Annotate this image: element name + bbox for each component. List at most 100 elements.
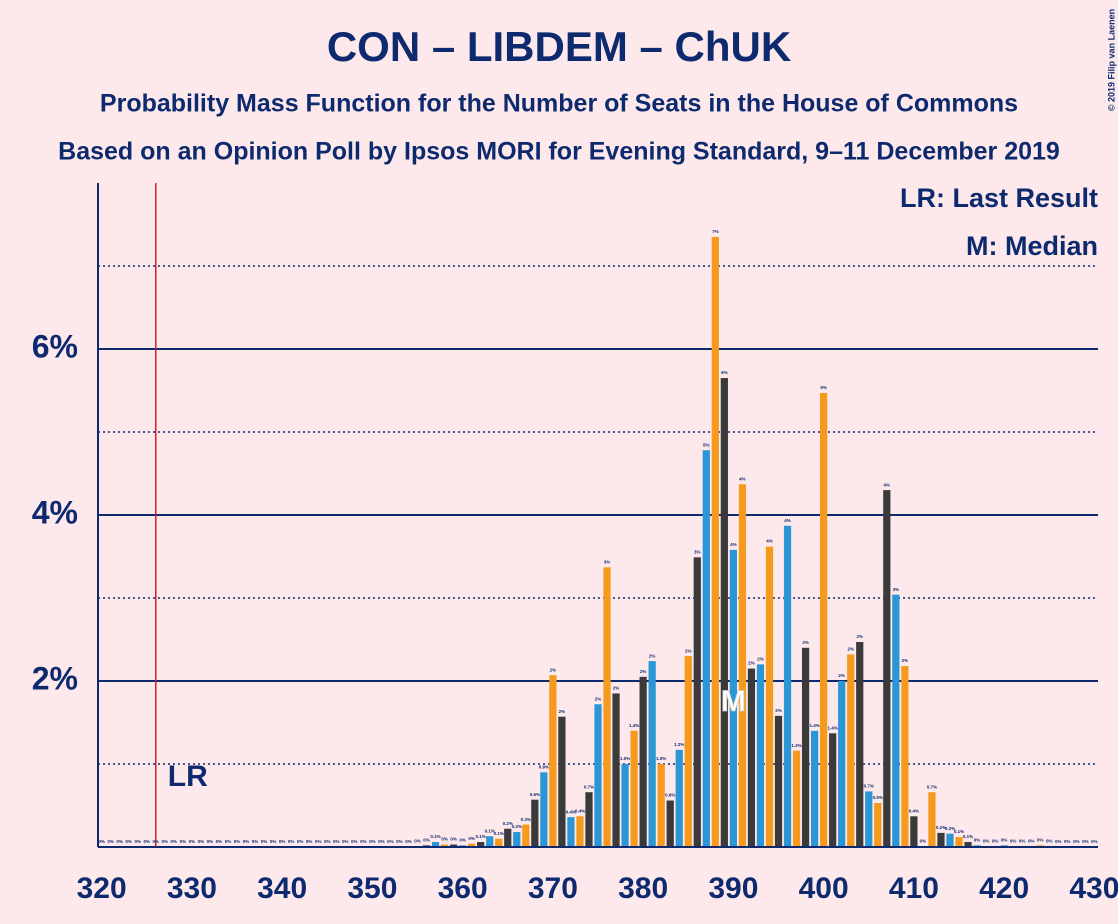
- value-label: 2%: [902, 658, 909, 663]
- chart-title: CON – LIBDEM – ChUK: [327, 23, 791, 70]
- value-label: 1.0%: [656, 756, 666, 761]
- value-label: 2%: [802, 640, 809, 645]
- bar: [720, 378, 728, 847]
- value-label: 0%: [153, 839, 160, 844]
- bar: [576, 816, 584, 847]
- value-label: 2%: [775, 708, 782, 713]
- bar: [558, 716, 566, 847]
- x-tick-label: 400: [799, 872, 849, 905]
- bar: [549, 675, 557, 847]
- value-label: 0%: [98, 839, 105, 844]
- value-label: 0%: [378, 839, 385, 844]
- value-label: 1.4%: [809, 723, 819, 728]
- value-label: 0%: [324, 839, 331, 844]
- value-label: 1.2%: [791, 743, 801, 748]
- value-label: 1.4%: [629, 723, 639, 728]
- value-label: 2%: [640, 669, 647, 674]
- value-label: 0.2%: [945, 826, 955, 831]
- bar: [639, 676, 647, 847]
- bar: [810, 730, 819, 847]
- bar: [937, 832, 945, 847]
- bar: [792, 750, 801, 847]
- value-label: 0%: [1028, 838, 1035, 843]
- value-label: 0%: [125, 839, 132, 844]
- bar: [838, 681, 846, 847]
- bar: [874, 803, 882, 847]
- value-label: 0%: [1091, 839, 1098, 844]
- value-label: 2%: [847, 647, 854, 652]
- bar: [765, 546, 774, 847]
- value-label: 4%: [884, 482, 891, 487]
- value-label: 2%: [595, 696, 602, 701]
- value-label: 2%: [685, 648, 692, 653]
- value-label: 0%: [243, 839, 250, 844]
- x-tick-label: 420: [979, 872, 1029, 905]
- value-label: 2%: [838, 673, 845, 678]
- value-label: 0.7%: [864, 784, 874, 789]
- value-label: 1.0%: [620, 756, 630, 761]
- chart-subtitle: Probability Mass Function for the Number…: [100, 90, 1018, 118]
- chart-subtitle: Based on an Opinion Poll by Ipsos MORI f…: [58, 138, 1060, 166]
- bar: [892, 594, 900, 847]
- value-label: 4%: [766, 539, 773, 544]
- bar: [486, 836, 494, 847]
- value-label: 0%: [143, 839, 150, 844]
- value-label: 0.4%: [909, 808, 919, 813]
- legend-text: M: Median: [966, 231, 1098, 261]
- bar: [856, 641, 864, 847]
- value-label: 4%: [730, 542, 737, 547]
- value-label: 7%: [712, 229, 719, 234]
- bar: [756, 664, 765, 847]
- copyright: © 2019 Filip van Laenen: [1106, 9, 1116, 111]
- bar: [801, 647, 810, 847]
- value-label: 0%: [134, 839, 141, 844]
- value-label: 1.4%: [828, 725, 838, 730]
- value-label: 0.2%: [936, 825, 946, 830]
- bar: [847, 654, 855, 847]
- value-label: 0%: [116, 839, 123, 844]
- value-label: 2%: [559, 709, 566, 714]
- value-label: 0.1%: [954, 829, 964, 834]
- value-label: 0%: [189, 839, 196, 844]
- x-tick-label: 430: [1069, 872, 1118, 905]
- bar: [693, 557, 701, 847]
- x-tick-label: 350: [347, 872, 397, 905]
- x-tick-label: 340: [257, 872, 307, 905]
- x-tick-label: 380: [618, 872, 668, 905]
- bar: [820, 392, 828, 847]
- value-label: 0.1%: [494, 831, 504, 836]
- x-tick-label: 390: [708, 872, 758, 905]
- value-label: 0.7%: [927, 784, 937, 789]
- value-label: 0%: [297, 839, 304, 844]
- bar: [666, 800, 674, 847]
- value-label: 4%: [784, 518, 791, 523]
- value-label: 0.1%: [485, 828, 495, 833]
- bar: [477, 842, 485, 847]
- value-label: 4%: [739, 476, 746, 481]
- value-label: 0%: [351, 839, 358, 844]
- value-label: 0%: [450, 837, 457, 842]
- value-label: 0%: [468, 836, 475, 841]
- bar: [774, 715, 783, 847]
- value-label: 0%: [983, 838, 990, 843]
- x-tick-label: 410: [889, 872, 939, 905]
- value-label: 2%: [613, 686, 620, 691]
- value-label: 0%: [252, 839, 259, 844]
- value-label: 0.9%: [539, 764, 549, 769]
- bar: [531, 799, 539, 847]
- value-label: 0%: [369, 839, 376, 844]
- value-label: 0%: [459, 838, 466, 843]
- bar: [675, 749, 683, 847]
- legend-text: LR: Last Result: [900, 183, 1098, 213]
- value-label: 0%: [414, 838, 421, 843]
- bar: [513, 832, 521, 847]
- value-label: 0.1%: [476, 834, 486, 839]
- bar: [449, 844, 458, 847]
- value-label: 0%: [333, 839, 340, 844]
- bar: [684, 656, 692, 847]
- value-label: 0%: [234, 839, 241, 844]
- value-label: 6%: [721, 370, 728, 375]
- value-label: 0%: [1001, 838, 1008, 843]
- value-label: 0%: [1046, 838, 1053, 843]
